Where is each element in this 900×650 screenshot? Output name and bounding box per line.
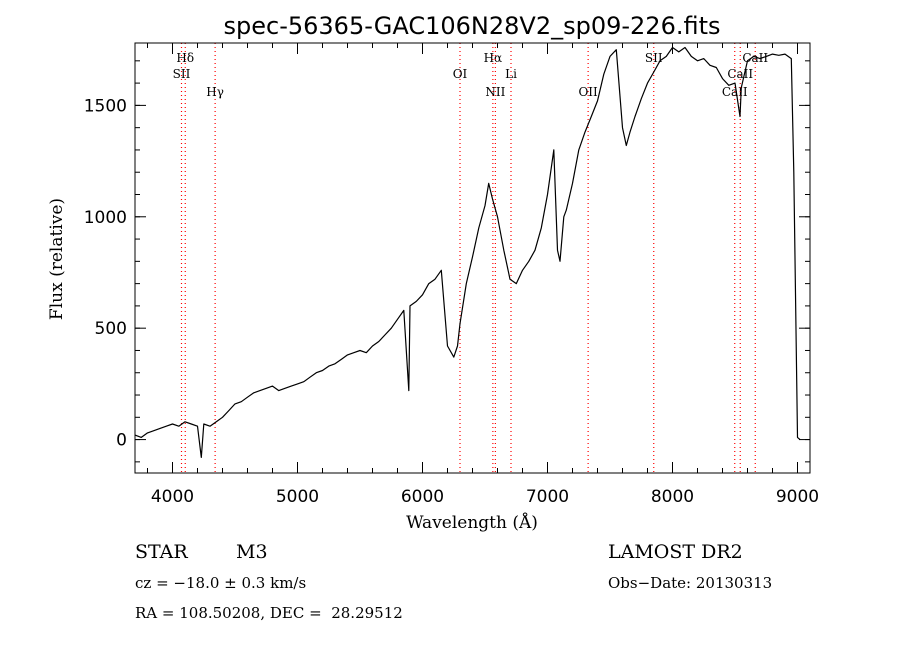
y-tick-label: 500 — [95, 319, 127, 339]
observation-date: Obs−Date: 20130313 — [608, 574, 773, 592]
spectral-subclass: M3 — [236, 541, 268, 563]
line-marker-label-7: OII — [578, 85, 598, 99]
axes: 4000 5000 6000 7000 8000 9000 0 500 1000 1500 — [84, 42, 819, 507]
line-marker-label-2: Hγ — [206, 85, 224, 99]
x-tick-label: 5000 — [276, 487, 319, 507]
x-tick-label: 7000 — [526, 487, 569, 507]
object-type: STAR — [135, 541, 188, 563]
survey-name: LAMOST DR2 — [608, 541, 743, 563]
x-tick-label: 4000 — [151, 487, 194, 507]
y-tick-label: 1000 — [84, 208, 127, 228]
x-tick-label: 6000 — [401, 487, 444, 507]
line-marker-label-5: NII — [485, 85, 505, 99]
x-tick-label: 8000 — [651, 487, 694, 507]
line-marker-label-3: OI — [453, 67, 468, 81]
spectrum-line-0 — [134, 46, 801, 458]
line-marker-label-9: CaII — [722, 85, 748, 99]
sky-coordinates: RA = 108.50208, DEC = 28.29512 — [135, 604, 403, 622]
y-axis-label: Flux (relative) — [47, 198, 67, 320]
line-marker-label-1: SII — [173, 67, 191, 81]
line-marker-label-4: Hα — [484, 51, 503, 65]
spectrum-series — [134, 46, 801, 458]
y-tick-label: 1500 — [84, 96, 127, 116]
x-tick-label: 9000 — [776, 487, 819, 507]
line-marker-label-6: Li — [505, 67, 517, 81]
line-marker-label-8: SII — [645, 51, 663, 65]
line-marker-label-10: CaII — [727, 67, 753, 81]
line-marker-label-0: Hδ — [176, 51, 194, 65]
chart-title: spec-56365-GAC106N28V2_sp09-226.fits — [224, 12, 721, 40]
x-axis-label: Wavelength (Å) — [406, 512, 538, 533]
line-marker-label-11: CaII — [742, 51, 768, 65]
redshift-value: cz = −18.0 ± 0.3 km/s — [135, 574, 307, 592]
y-tick-label: 0 — [116, 431, 127, 451]
